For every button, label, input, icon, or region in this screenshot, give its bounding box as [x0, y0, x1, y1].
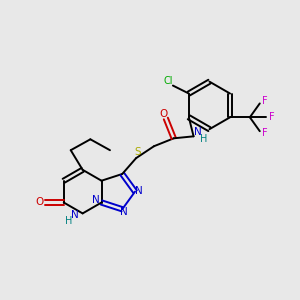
Text: N: N	[71, 210, 79, 220]
Text: N: N	[194, 128, 201, 137]
Text: F: F	[262, 97, 268, 106]
Text: N: N	[92, 194, 99, 205]
Text: S: S	[135, 147, 141, 157]
Text: Cl: Cl	[163, 76, 173, 85]
Text: H: H	[65, 216, 72, 226]
Text: N: N	[120, 207, 128, 217]
Text: F: F	[269, 112, 274, 122]
Text: O: O	[35, 196, 44, 206]
Text: O: O	[160, 109, 168, 118]
Text: N: N	[135, 186, 143, 196]
Text: F: F	[262, 128, 268, 138]
Text: H: H	[200, 134, 207, 144]
